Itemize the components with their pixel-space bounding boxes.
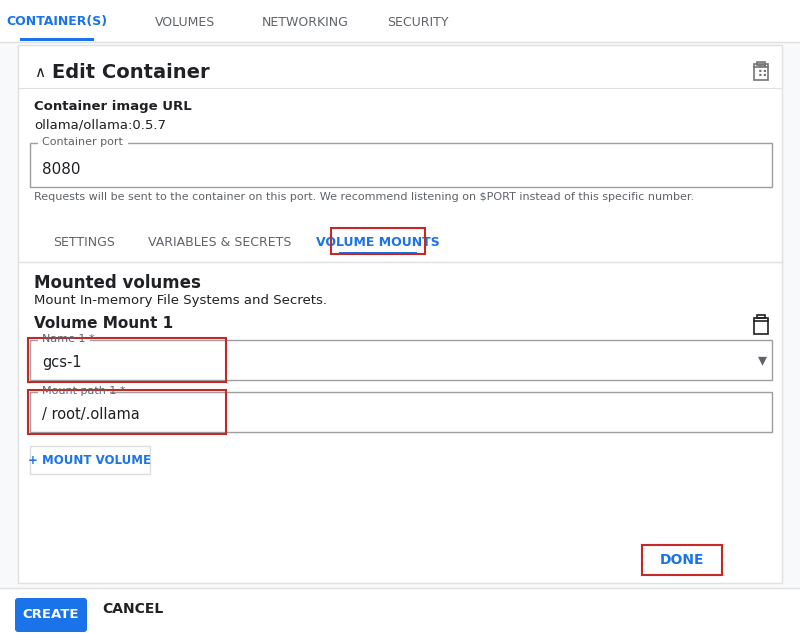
Text: ollama/ollama:0.5.7: ollama/ollama:0.5.7 (34, 118, 166, 131)
Text: ∧: ∧ (34, 65, 45, 80)
Text: Edit Container: Edit Container (52, 63, 210, 82)
Text: Container image URL: Container image URL (34, 100, 192, 113)
Text: ⠿: ⠿ (757, 65, 767, 80)
Text: + MOUNT VOLUME: + MOUNT VOLUME (29, 453, 151, 467)
Bar (754, 64, 768, 80)
Bar (642, 545, 722, 575)
Text: / root/.ollama: / root/.ollama (42, 406, 140, 422)
Text: SECURITY: SECURITY (387, 15, 449, 28)
Text: gcs-1: gcs-1 (42, 354, 82, 370)
Bar (20, 38, 94, 41)
Text: Mount path 1 *: Mount path 1 * (42, 386, 126, 396)
Text: VARIABLES & SECRETS: VARIABLES & SECRETS (148, 236, 292, 249)
Bar (754, 318, 768, 334)
Bar (30, 340, 772, 380)
Text: Mount In-memory File Systems and Secrets.: Mount In-memory File Systems and Secrets… (34, 294, 327, 307)
FancyBboxPatch shape (15, 598, 87, 632)
Bar (18, 45, 782, 583)
Bar (28, 390, 226, 434)
Bar (0, 588, 800, 633)
Text: VOLUMES: VOLUMES (155, 15, 215, 28)
Text: VOLUME MOUNTS: VOLUME MOUNTS (316, 236, 440, 249)
Text: NETWORKING: NETWORKING (262, 15, 349, 28)
Text: Volume Mount 1: Volume Mount 1 (34, 316, 173, 331)
Text: DONE: DONE (660, 553, 704, 567)
Text: ▾: ▾ (758, 351, 766, 369)
Bar (38, 333, 90, 346)
Text: SETTINGS: SETTINGS (53, 236, 115, 249)
Bar (757, 315, 765, 318)
Bar (30, 446, 150, 474)
Bar (30, 143, 772, 187)
Text: 8080: 8080 (42, 163, 81, 177)
Bar (757, 62, 765, 65)
Text: Mounted volumes: Mounted volumes (34, 274, 201, 292)
Text: CONTAINER(S): CONTAINER(S) (6, 15, 107, 28)
Text: CANCEL: CANCEL (102, 602, 163, 616)
Bar (0, 0, 800, 42)
Bar (38, 385, 110, 398)
Text: CREATE: CREATE (22, 608, 79, 622)
Bar (331, 228, 425, 254)
Bar (339, 252, 417, 255)
Bar (30, 392, 772, 432)
Text: Name 1 *: Name 1 * (42, 334, 94, 344)
Text: Container port: Container port (42, 137, 123, 147)
Bar (38, 136, 128, 149)
Text: Requests will be sent to the container on this port. We recommend listening on $: Requests will be sent to the container o… (34, 192, 694, 202)
Bar (28, 338, 226, 382)
